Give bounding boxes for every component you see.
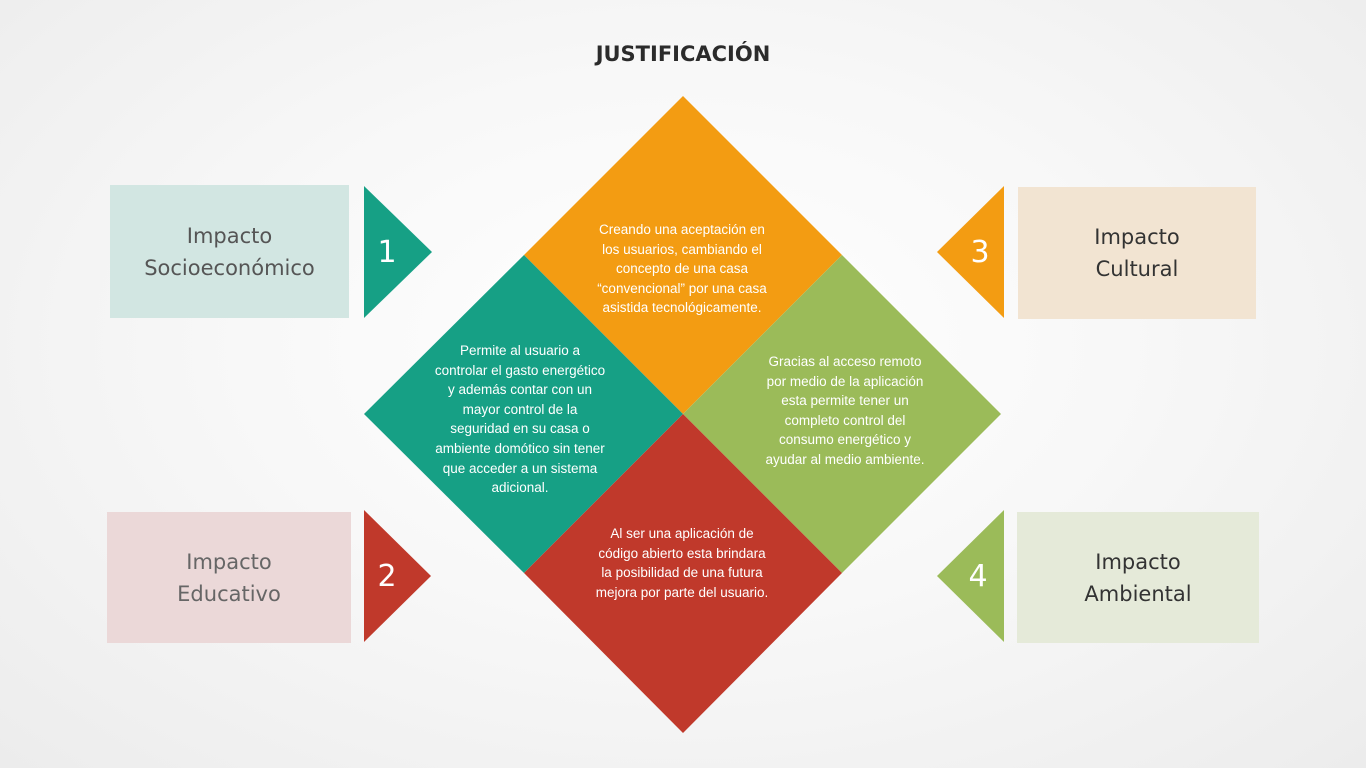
quadrant-bottom-red bbox=[524, 414, 842, 733]
arrow-1-teal bbox=[364, 186, 432, 318]
impact-label-line: Educativo bbox=[177, 581, 281, 606]
quadrant-text-line: controlar el gasto energético bbox=[434, 362, 606, 378]
arrow-number-1: 1 bbox=[377, 235, 397, 270]
quadrant-text-line: completo control del bbox=[784, 412, 906, 428]
quadrant-text-line: concepto de una casa bbox=[615, 261, 749, 277]
arrow-number-4: 4 bbox=[968, 559, 988, 594]
impact-box-ambiental: Impacto Ambiental bbox=[1017, 512, 1259, 643]
impact-label-line: Impacto bbox=[186, 549, 272, 574]
impact-label-line: Ambiental bbox=[1084, 581, 1192, 606]
quadrant-text-line: mejora por parte del usuario. bbox=[595, 584, 769, 600]
impact-box-educativo: Impacto Educativo bbox=[107, 512, 351, 643]
impact-label-line: Impacto bbox=[1094, 225, 1180, 249]
quadrant-text-line: mayor control de la bbox=[462, 401, 578, 417]
slide-title: JUSTIFICACIÓN bbox=[595, 42, 771, 66]
arrow-number-2: 2 bbox=[377, 559, 397, 594]
quadrant-left-teal bbox=[364, 255, 683, 573]
arrow-2-red bbox=[364, 510, 431, 642]
quadrant-text-line: por medio de la aplicación bbox=[766, 373, 924, 389]
quadrant-text-line: Al ser una aplicación de bbox=[610, 526, 754, 541]
quadrant-text-line: Creando una aceptación en bbox=[599, 222, 765, 237]
quadrant-text-line: Gracias al acceso remoto bbox=[768, 354, 922, 369]
impact-label-line: Impacto bbox=[186, 223, 273, 248]
quadrant-text-line: código abierto esta brindara bbox=[598, 545, 766, 561]
quadrant-text-line: Permite al usuario a bbox=[459, 343, 581, 358]
quadrant-text-line: la posibilidad de una futura bbox=[601, 565, 763, 581]
quadrant-text-line: los usuarios, cambiando el bbox=[602, 241, 762, 257]
impact-label-line: Impacto bbox=[1095, 549, 1181, 574]
arrow-number-3: 3 bbox=[970, 235, 990, 270]
quadrant-text-left: Permite al usuario a controlar el gasto … bbox=[410, 341, 630, 498]
quadrant-text-line: seguridad en su casa o bbox=[450, 421, 590, 437]
quadrant-text-line: “convencional” por una casa bbox=[597, 280, 767, 296]
quadrant-text-top: Creando una aceptación en los usuarios, … bbox=[572, 220, 792, 318]
impact-label-line: Socioeconómico bbox=[144, 255, 315, 280]
quadrant-text-line: esta permite tener un bbox=[781, 393, 909, 409]
quadrant-text-line: ambiente domótico sin tener bbox=[435, 440, 605, 456]
arrow-4-green bbox=[937, 510, 1004, 642]
quadrant-text-line: adicional. bbox=[491, 480, 549, 496]
impact-box-cultural: Impacto Cultural bbox=[1018, 187, 1256, 319]
quadrant-text-line: consumo energético y bbox=[778, 432, 912, 448]
impact-box-socioeconomico: Impacto Socioeconómico bbox=[110, 185, 349, 318]
quadrant-text-right: Gracias al acceso remoto por medio de la… bbox=[735, 352, 955, 470]
arrow-3-orange bbox=[937, 186, 1004, 318]
impact-label-line: Cultural bbox=[1095, 257, 1179, 281]
quadrant-text-line: asistida tecnológicamente. bbox=[602, 300, 762, 316]
quadrant-text-line: y además contar con un bbox=[447, 382, 593, 398]
quadrant-text-line: que acceder a un sistema bbox=[442, 460, 598, 476]
quadrant-text-line: ayudar al medio ambiente. bbox=[765, 451, 925, 467]
quadrant-text-bottom: Al ser una aplicación de código abierto … bbox=[572, 524, 792, 602]
